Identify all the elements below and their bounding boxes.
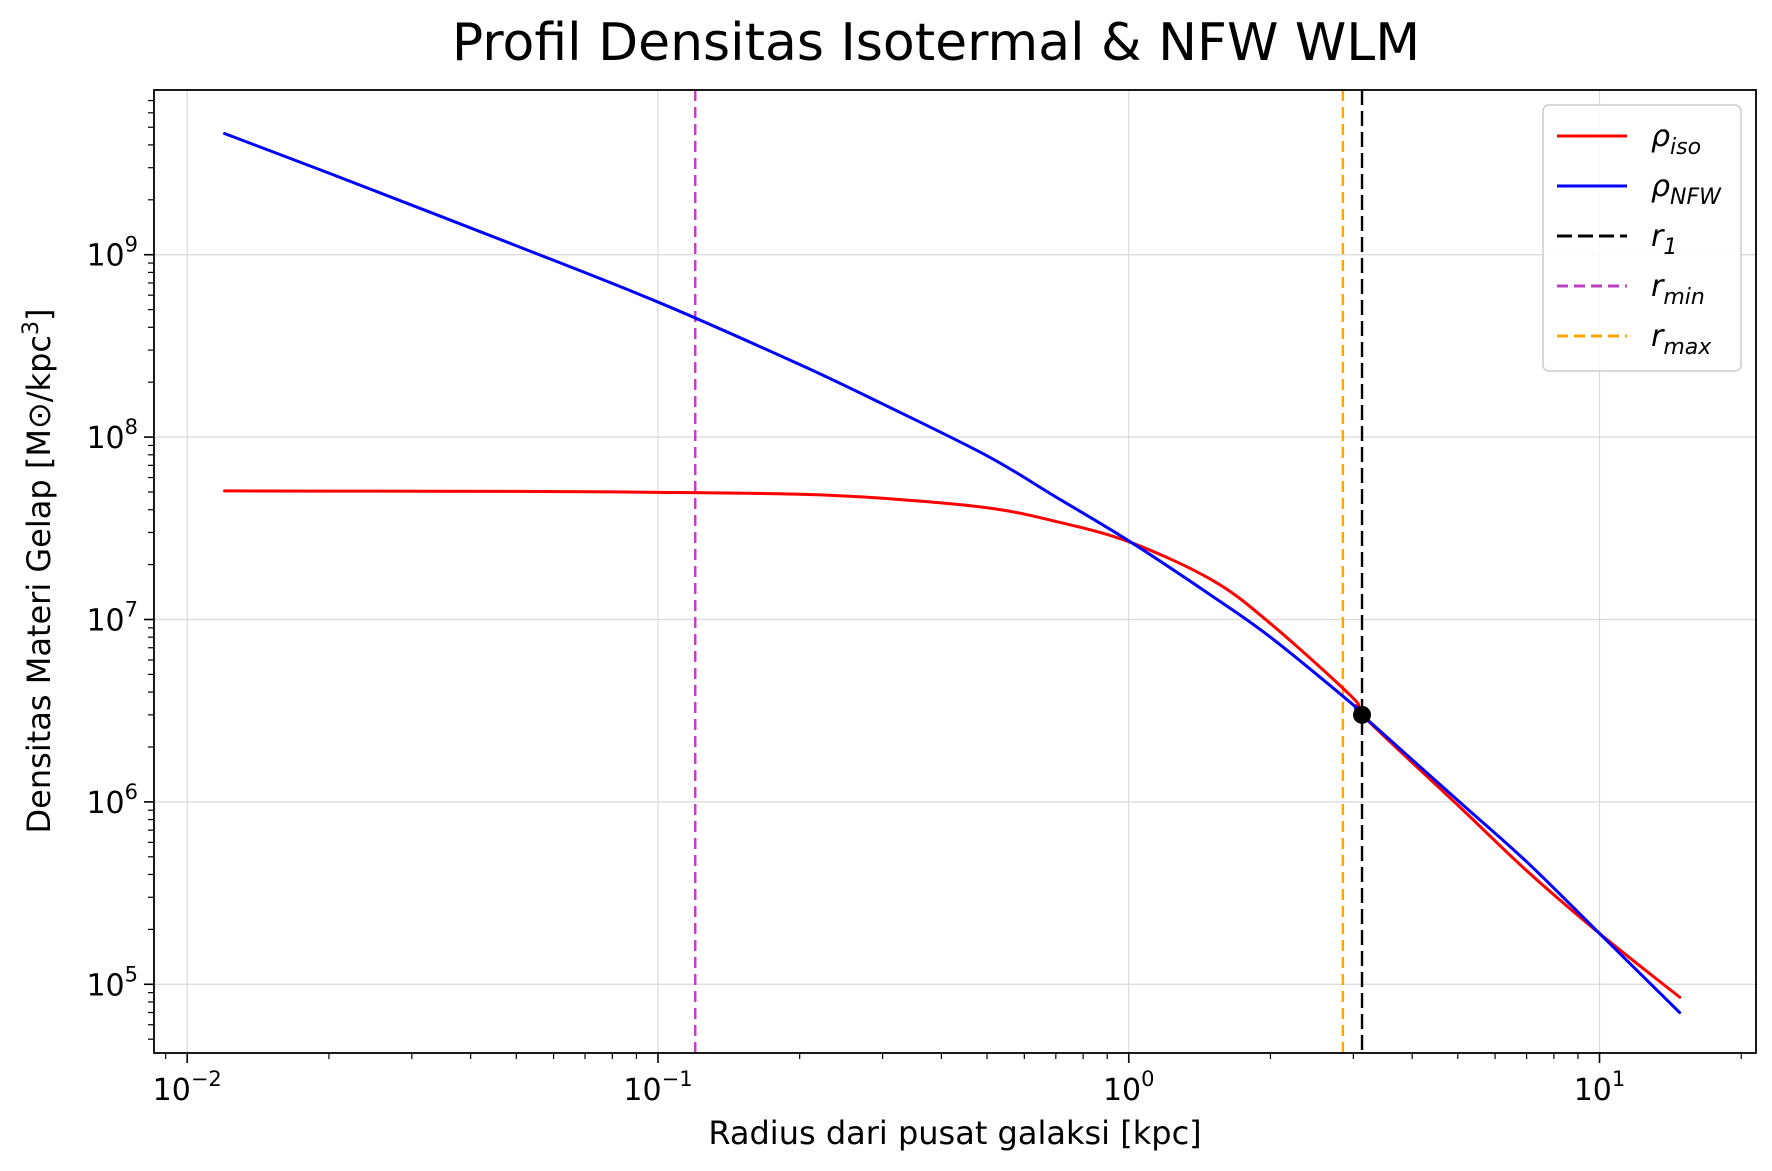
chart-title: Profil Densitas Isotermal & NFW WLM	[452, 13, 1420, 73]
y-tick-label: 108	[86, 415, 138, 456]
y-tick-label: 106	[86, 780, 138, 821]
legend-box	[1542, 104, 1742, 372]
legend-label-ρ-nfw: ρNFW	[1651, 169, 1722, 210]
axis-ticks: 10−2 10−1 100 101 105 106 107 108 109	[86, 99, 1742, 1108]
legend-label-ρ-iso: ρiso	[1651, 119, 1701, 160]
series-line-nfw	[223, 131, 1682, 1015]
y-axis-label: Densitas Materi Gelap [M⊙/kpc3]	[19, 309, 58, 834]
x-tick-label: 10−1	[623, 1067, 692, 1108]
plot-frame	[153, 89, 1757, 1054]
x-tick-label: 100	[1103, 1067, 1155, 1108]
x-axis-label: Radius dari pusat galaksi [kpc]	[708, 1114, 1201, 1152]
legend: ρiso ρNFW r1 rmin rmax	[1542, 104, 1742, 372]
grid	[154, 90, 1756, 1053]
y-tick-label: 105	[86, 962, 138, 1003]
legend-label-r-max: rmax	[1651, 319, 1712, 360]
y-tick-label: 107	[86, 598, 138, 639]
plot-area	[223, 90, 1682, 1053]
series-line-iso	[223, 489, 1682, 999]
x-tick-label: 10−2	[153, 1067, 222, 1108]
intersection-marker	[1353, 705, 1372, 724]
y-tick-label: 109	[86, 233, 138, 274]
x-tick-label: 101	[1574, 1067, 1626, 1108]
legend-label-r-1: r1	[1651, 219, 1677, 260]
legend-label-r-min: rmin	[1651, 269, 1705, 310]
